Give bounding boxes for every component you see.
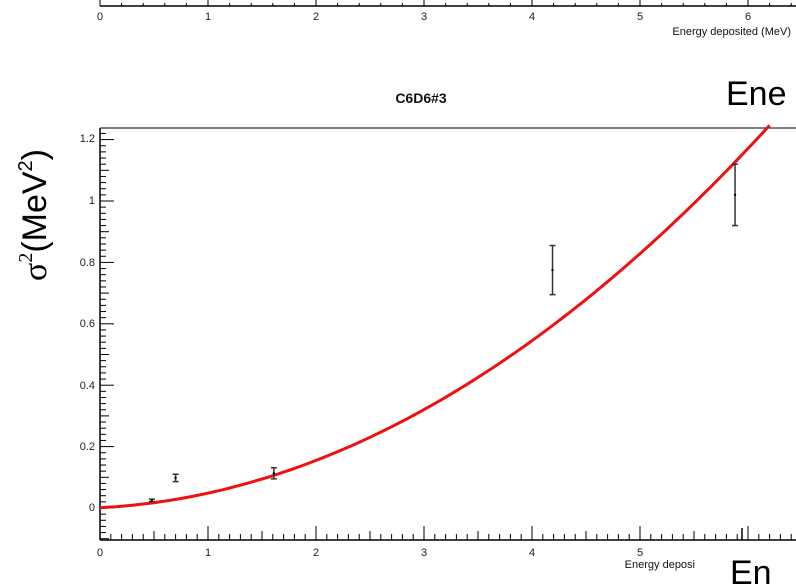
- y-tick-label: 0.2: [80, 441, 95, 453]
- y-ticks: [100, 132, 114, 540]
- data-point: [148, 498, 155, 503]
- point-marker: [174, 476, 177, 480]
- data-points: [148, 163, 743, 540]
- top-tick-label: 5: [637, 11, 643, 23]
- top-tick-label: 6: [745, 11, 751, 23]
- overlay-text-top: Ene: [726, 75, 787, 113]
- chart-title: C6D6#3: [395, 90, 447, 106]
- top-tick-label: 1: [205, 11, 211, 23]
- top-tick-label: 4: [529, 11, 535, 23]
- top-panel-xlabel: Energy deposited (MeV): [672, 26, 791, 38]
- x-tick-label: 0: [97, 547, 103, 559]
- point-marker: [150, 499, 154, 502]
- data-point: [549, 244, 556, 296]
- top-tick-label: 3: [421, 11, 427, 23]
- data-point: [172, 473, 179, 483]
- y-tick-label: 0: [89, 502, 95, 514]
- x-axis-label: Energy deposi: [625, 559, 695, 571]
- data-point: [732, 163, 739, 227]
- top-tick-label: 2: [313, 11, 319, 23]
- x-tick-label: 3: [421, 547, 427, 559]
- point-marker: [272, 472, 276, 475]
- x-tick-label: 2: [313, 547, 319, 559]
- fit-curve: [99, 124, 771, 510]
- data-point: [270, 467, 277, 480]
- top-panel-ticks: [99, 0, 792, 6]
- point-marker: [551, 268, 554, 272]
- y-tick-label: 1: [89, 195, 95, 207]
- x-tick-label: 1: [205, 547, 211, 559]
- point-marker: [733, 193, 737, 197]
- overlay-ylabel: σ2(MeV2): [15, 149, 54, 281]
- overlay-text-bottom: En: [730, 554, 772, 584]
- main-axes: [99, 127, 796, 541]
- top-tick-label: 0: [97, 11, 103, 23]
- x-tick-label: 4: [529, 547, 535, 559]
- top-panel: 0 1 2 3 4 5 6 Energy deposited (MeV): [97, 0, 796, 38]
- y-tick-label: 1.2: [80, 133, 95, 145]
- x-tick-label: 5: [637, 547, 643, 559]
- x-ticks: 0 1 2 3 4 5: [97, 526, 792, 559]
- y-tick-label: 0.4: [80, 380, 95, 392]
- y-tick-label: 0.6: [80, 318, 95, 330]
- overlay-ylabel-text: σ2(MeV2): [15, 149, 54, 281]
- y-tick-label: 0.8: [80, 257, 95, 269]
